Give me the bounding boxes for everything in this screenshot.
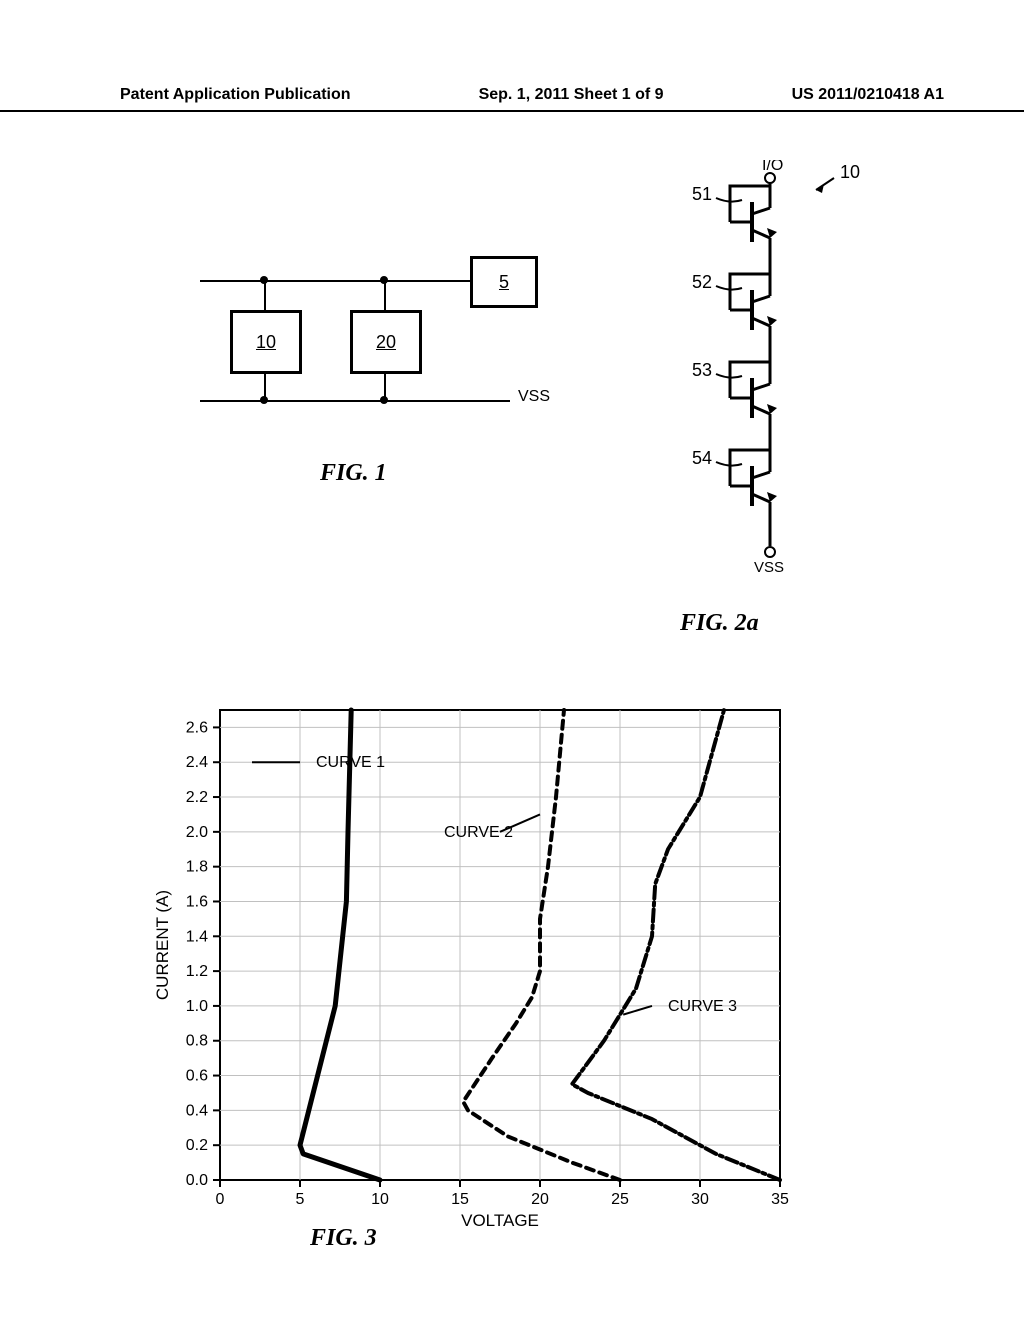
header-left: Patent Application Publication [120, 86, 351, 104]
svg-text:0.4: 0.4 [186, 1102, 208, 1119]
svg-text:CURVE 1: CURVE 1 [316, 754, 385, 771]
chart-svg: 0 5 10 15 20 25 30 35 0.0 0.2 0.4 0.6 0.8 1.0 1.2 1.4 1.… [150, 700, 790, 1240]
svg-text:CURVE 2: CURVE 2 [444, 824, 513, 841]
svg-text:1.2: 1.2 [186, 963, 208, 980]
svg-text:1.8: 1.8 [186, 859, 208, 876]
block-5: 5 [470, 256, 538, 308]
fig2-label: FIG. 2a [680, 610, 759, 637]
svg-text:30: 30 [691, 1191, 709, 1208]
svg-text:5: 5 [296, 1191, 305, 1208]
svg-text:VOLTAGE: VOLTAGE [461, 1211, 539, 1230]
fig2-circuit: I/O 10 51 52 53 54 VSS [640, 160, 880, 605]
svg-text:15: 15 [451, 1191, 469, 1208]
block-20: 20 [350, 310, 422, 374]
block-10: 10 [230, 310, 302, 374]
svg-text:54: 54 [692, 448, 712, 468]
svg-text:0.2: 0.2 [186, 1137, 208, 1154]
svg-text:CURVE 3: CURVE 3 [668, 998, 737, 1015]
svg-text:2.2: 2.2 [186, 789, 208, 806]
svg-text:I/O: I/O [762, 160, 783, 174]
fig1-vss-label: VSS [518, 388, 550, 406]
svg-text:2.0: 2.0 [186, 824, 208, 841]
svg-text:51: 51 [692, 184, 712, 204]
fig2-svg: I/O 10 51 52 53 54 VSS [640, 160, 880, 600]
svg-text:VSS: VSS [754, 559, 784, 576]
svg-text:2.6: 2.6 [186, 719, 208, 736]
fig1-label: FIG. 1 [320, 460, 387, 487]
svg-text:35: 35 [771, 1191, 789, 1208]
fig3-label: FIG. 3 [310, 1225, 377, 1252]
svg-text:25: 25 [611, 1191, 629, 1208]
header-right: US 2011/0210418 A1 [792, 86, 944, 104]
svg-text:0.8: 0.8 [186, 1033, 208, 1050]
svg-text:1.4: 1.4 [186, 928, 208, 945]
page-header: Patent Application Publication Sep. 1, 2… [0, 86, 1024, 112]
header-center: Sep. 1, 2011 Sheet 1 of 9 [479, 86, 664, 104]
svg-text:53: 53 [692, 360, 712, 380]
svg-text:2.4: 2.4 [186, 754, 208, 771]
fig1-block-diagram: 5 10 20 VSS [200, 280, 570, 460]
svg-text:0.0: 0.0 [186, 1172, 208, 1189]
svg-text:0: 0 [216, 1191, 225, 1208]
svg-text:CURRENT (A): CURRENT (A) [153, 890, 172, 1000]
svg-text:0.6: 0.6 [186, 1068, 208, 1085]
svg-text:20: 20 [531, 1191, 549, 1208]
svg-text:1.0: 1.0 [186, 998, 208, 1015]
fig3-chart: 0 5 10 15 20 25 30 35 0.0 0.2 0.4 0.6 0.8 1.0 1.2 1.4 1.… [150, 700, 790, 1240]
svg-text:10: 10 [840, 162, 860, 182]
svg-text:10: 10 [371, 1191, 389, 1208]
svg-text:52: 52 [692, 272, 712, 292]
svg-text:1.6: 1.6 [186, 893, 208, 910]
